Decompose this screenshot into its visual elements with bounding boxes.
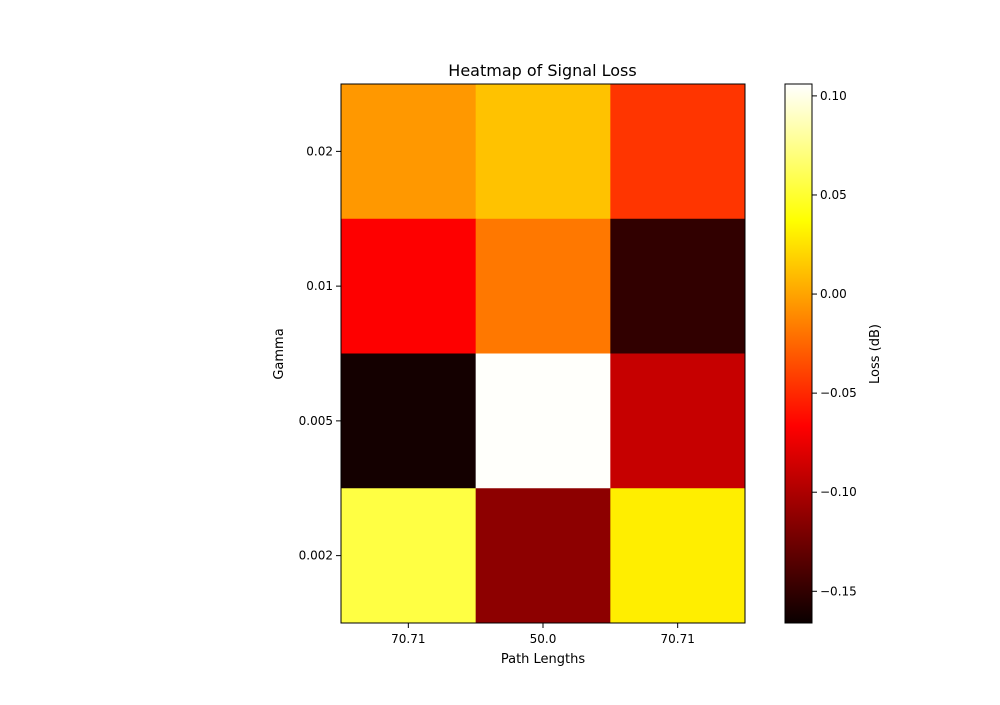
heatmap-cell [475,84,611,220]
heatmap-cell [610,488,746,624]
colorbar-ticks: −0.15 −0.10 −0.05 0.00 0.05 0.10 [812,89,857,598]
x-tick-label: 70.71 [391,632,425,646]
heatmap-cell [341,488,477,624]
x-tick-label: 70.71 [660,632,694,646]
heatmap-cell [610,84,746,220]
colorbar [784,83,813,624]
y-tick-label: 0.005 [299,414,333,428]
heatmap-cell [475,218,611,354]
y-tick-label: 0.01 [306,279,333,293]
colorbar-tick-label: −0.15 [820,584,857,598]
colorbar-label: Loss (dB) [868,324,883,384]
colorbar-tick-label: 0.10 [820,89,847,103]
heatmap-cell [610,218,746,354]
y-axis-label: Gamma [272,328,287,379]
colorbar-tick-label: 0.05 [820,188,847,202]
x-axis-label: Path Lengths [501,652,586,667]
heatmap-cell [475,353,611,489]
x-axis-ticks: 70.71 50.0 70.71 [391,623,695,646]
heatmap-cell [341,353,477,489]
colorbar-tick-label: −0.05 [820,386,857,400]
chart-title: Heatmap of Signal Loss [448,61,636,80]
x-tick-label: 50.0 [530,632,557,646]
heatmap-cell [610,353,746,489]
y-tick-label: 0.02 [306,144,333,158]
heatmap-cell [341,218,477,354]
y-tick-label: 0.002 [299,549,333,563]
colorbar-tick-label: −0.10 [820,485,857,499]
heatmap-cells [341,84,746,624]
heatmap-cell [341,84,477,220]
colorbar-tick-label: 0.00 [820,287,847,301]
y-axis-ticks: 0.02 0.01 0.005 0.002 [299,144,341,563]
heatmap-cell [475,488,611,624]
